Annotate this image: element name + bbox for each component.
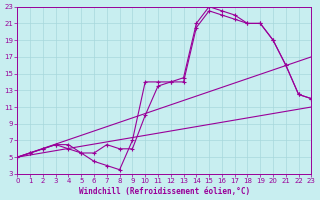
X-axis label: Windchill (Refroidissement éolien,°C): Windchill (Refroidissement éolien,°C): [79, 187, 250, 196]
